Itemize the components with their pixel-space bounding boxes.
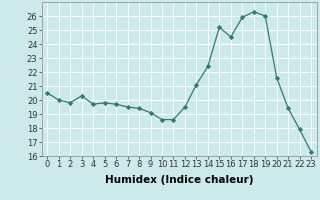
X-axis label: Humidex (Indice chaleur): Humidex (Indice chaleur) bbox=[105, 175, 253, 185]
